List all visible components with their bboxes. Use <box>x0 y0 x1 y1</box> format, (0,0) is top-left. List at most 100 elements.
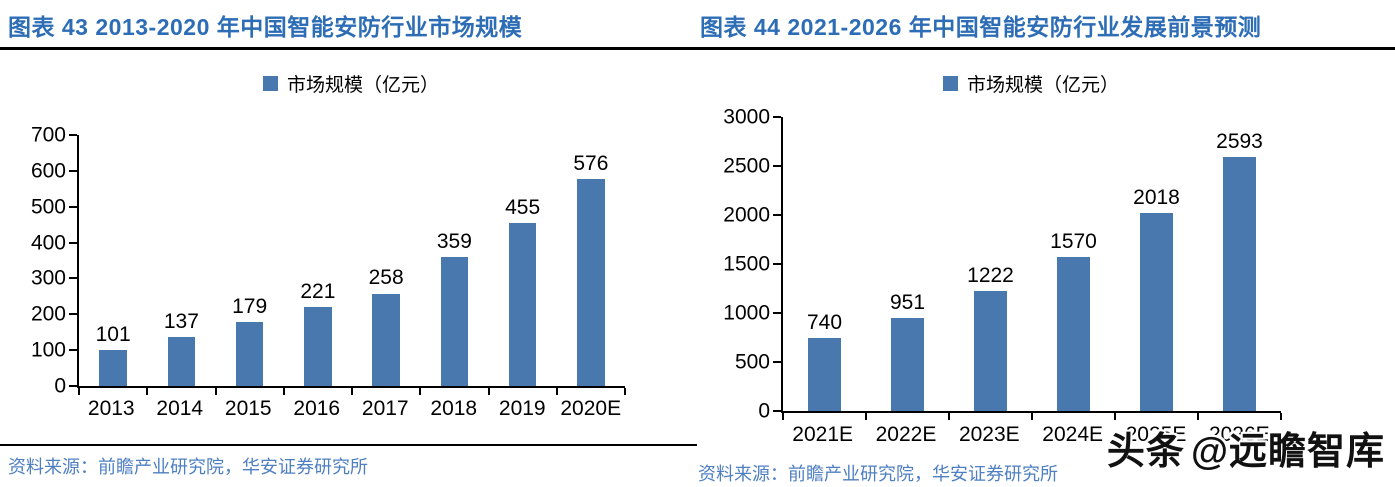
left-figure-divider <box>0 444 697 446</box>
x-axis-label: 2022E <box>875 423 937 446</box>
y-tick-label: 500 <box>734 350 770 374</box>
bar <box>807 338 842 411</box>
right-plot-area: 740 951 1222 1570 2018 2593 0 500 1000 1500 2000 2… <box>723 107 1282 422</box>
x-tick-mark <box>487 388 490 395</box>
bar-slot: 137 <box>147 135 215 386</box>
x-tick-mark <box>282 388 285 395</box>
legend-label: 市场规模（亿元） <box>286 75 439 96</box>
bar-slot: 258 <box>352 135 420 386</box>
bar-slot: 455 <box>489 135 557 386</box>
y-tick-label: 0 <box>758 399 770 423</box>
bar <box>1222 156 1257 411</box>
y-tick-mark <box>773 312 781 314</box>
y-tick-label: 2000 <box>723 203 770 227</box>
bar-slot: 221 <box>284 135 352 386</box>
x-tick-mark <box>864 413 867 420</box>
bar-value-label: 2593 <box>1216 129 1263 153</box>
bar-slot: 359 <box>420 135 488 386</box>
bar-value-label: 137 <box>163 309 199 333</box>
y-tick-label: 3000 <box>723 105 770 129</box>
x-axis-label: 2014 <box>156 397 204 420</box>
y-tick-label: 0 <box>54 374 66 398</box>
bar-value-label: 359 <box>436 230 472 254</box>
bar <box>890 317 925 411</box>
y-tick-mark <box>69 169 77 172</box>
bar-value-label: 2018 <box>1133 186 1180 210</box>
left-source-note: 资料来源：前瞻产业研究院，华安证券研究所 <box>8 457 368 477</box>
left-figure-title: 图表 43 2013-2020 年中国智能安防行业市场规模 <box>8 14 523 40</box>
x-axis-label: 2016 <box>293 397 341 420</box>
left-x-axis-labels: 2013 2014 2015 2016 2017 2018 2019 2020E <box>77 397 625 421</box>
x-axis-label: 2013 <box>87 397 135 420</box>
x-axis-label: 2021E <box>792 423 854 446</box>
bar <box>508 222 537 386</box>
bar-slot: 2593 <box>1198 117 1281 411</box>
left-bars: 101 137 179 221 258 359 455 576 <box>79 135 625 386</box>
bar <box>440 257 469 386</box>
bar-slot: 740 <box>783 117 866 411</box>
right-source-note: 资料来源：前瞻产业研究院，华安证券研究所 <box>698 464 1058 484</box>
y-tick-label: 200 <box>30 302 66 326</box>
x-axis-label: 2018 <box>430 397 478 420</box>
x-tick-mark <box>1031 413 1033 420</box>
right-legend: 市场规模（亿元） <box>781 70 1281 97</box>
y-tick-mark <box>69 277 77 280</box>
bar-value-label: 740 <box>806 311 843 335</box>
bar <box>1139 213 1174 411</box>
y-tick-label: 2500 <box>723 154 770 178</box>
x-axis-label: 2017 <box>361 397 409 420</box>
bar <box>1056 257 1091 411</box>
y-tick-label: 400 <box>30 231 66 255</box>
bar-slot: 1222 <box>949 117 1032 411</box>
y-tick-mark <box>773 361 781 363</box>
y-tick-mark <box>69 313 77 316</box>
y-tick-mark <box>69 205 77 208</box>
bar <box>99 349 127 386</box>
bar <box>372 293 400 386</box>
bar-slot: 951 <box>866 117 949 411</box>
bar-slot: 179 <box>216 135 284 386</box>
bar-value-label: 455 <box>505 195 541 219</box>
left-plot-area: 101 137 179 221 258 359 455 576 0 100 200 300 400 50… <box>31 125 626 397</box>
y-tick-label: 1500 <box>723 252 770 276</box>
header-divider <box>0 47 1395 50</box>
y-tick-mark <box>773 263 781 265</box>
y-tick-label: 300 <box>30 266 66 290</box>
x-axis-label: 2024E <box>1042 423 1104 446</box>
watermark-brand-logo: 头条 <box>1106 431 1185 473</box>
bar-value-label: 258 <box>368 266 404 290</box>
x-tick-mark <box>947 413 950 420</box>
x-axis-label: 2015 <box>224 397 272 420</box>
legend-swatch <box>942 76 958 91</box>
y-tick-mark <box>773 116 781 118</box>
y-tick-mark <box>69 349 77 352</box>
bar-value-label: 1222 <box>967 264 1014 288</box>
x-axis-label: 2025E <box>1125 423 1187 446</box>
x-tick-mark <box>78 388 80 395</box>
bar-value-label: 576 <box>573 152 609 176</box>
x-axis-label: 2020E <box>560 397 622 420</box>
x-tick-mark <box>1197 413 1199 420</box>
bar <box>577 179 605 386</box>
x-tick-mark <box>782 413 784 420</box>
y-tick-label: 700 <box>30 123 66 147</box>
x-tick-mark <box>351 388 353 395</box>
x-tick-mark <box>624 388 626 395</box>
y-tick-label: 1000 <box>723 301 770 325</box>
y-tick-mark <box>69 134 77 136</box>
x-axis-label: 2026E <box>1208 423 1270 446</box>
watermark: 头条 @远瞻智库 <box>1107 420 1391 475</box>
y-tick-mark <box>69 241 77 244</box>
bar-slot: 1570 <box>1032 117 1115 411</box>
bar <box>304 306 332 386</box>
y-tick-mark <box>69 385 77 387</box>
x-axis-label: 2023E <box>958 423 1020 446</box>
x-tick-mark <box>1113 413 1116 420</box>
x-tick-mark <box>419 388 422 395</box>
bar-slot: 2018 <box>1115 117 1198 411</box>
x-axis-label: 2019 <box>498 397 546 420</box>
y-tick-label: 500 <box>30 195 66 219</box>
y-tick-mark <box>773 410 781 412</box>
x-tick-mark <box>214 388 217 395</box>
